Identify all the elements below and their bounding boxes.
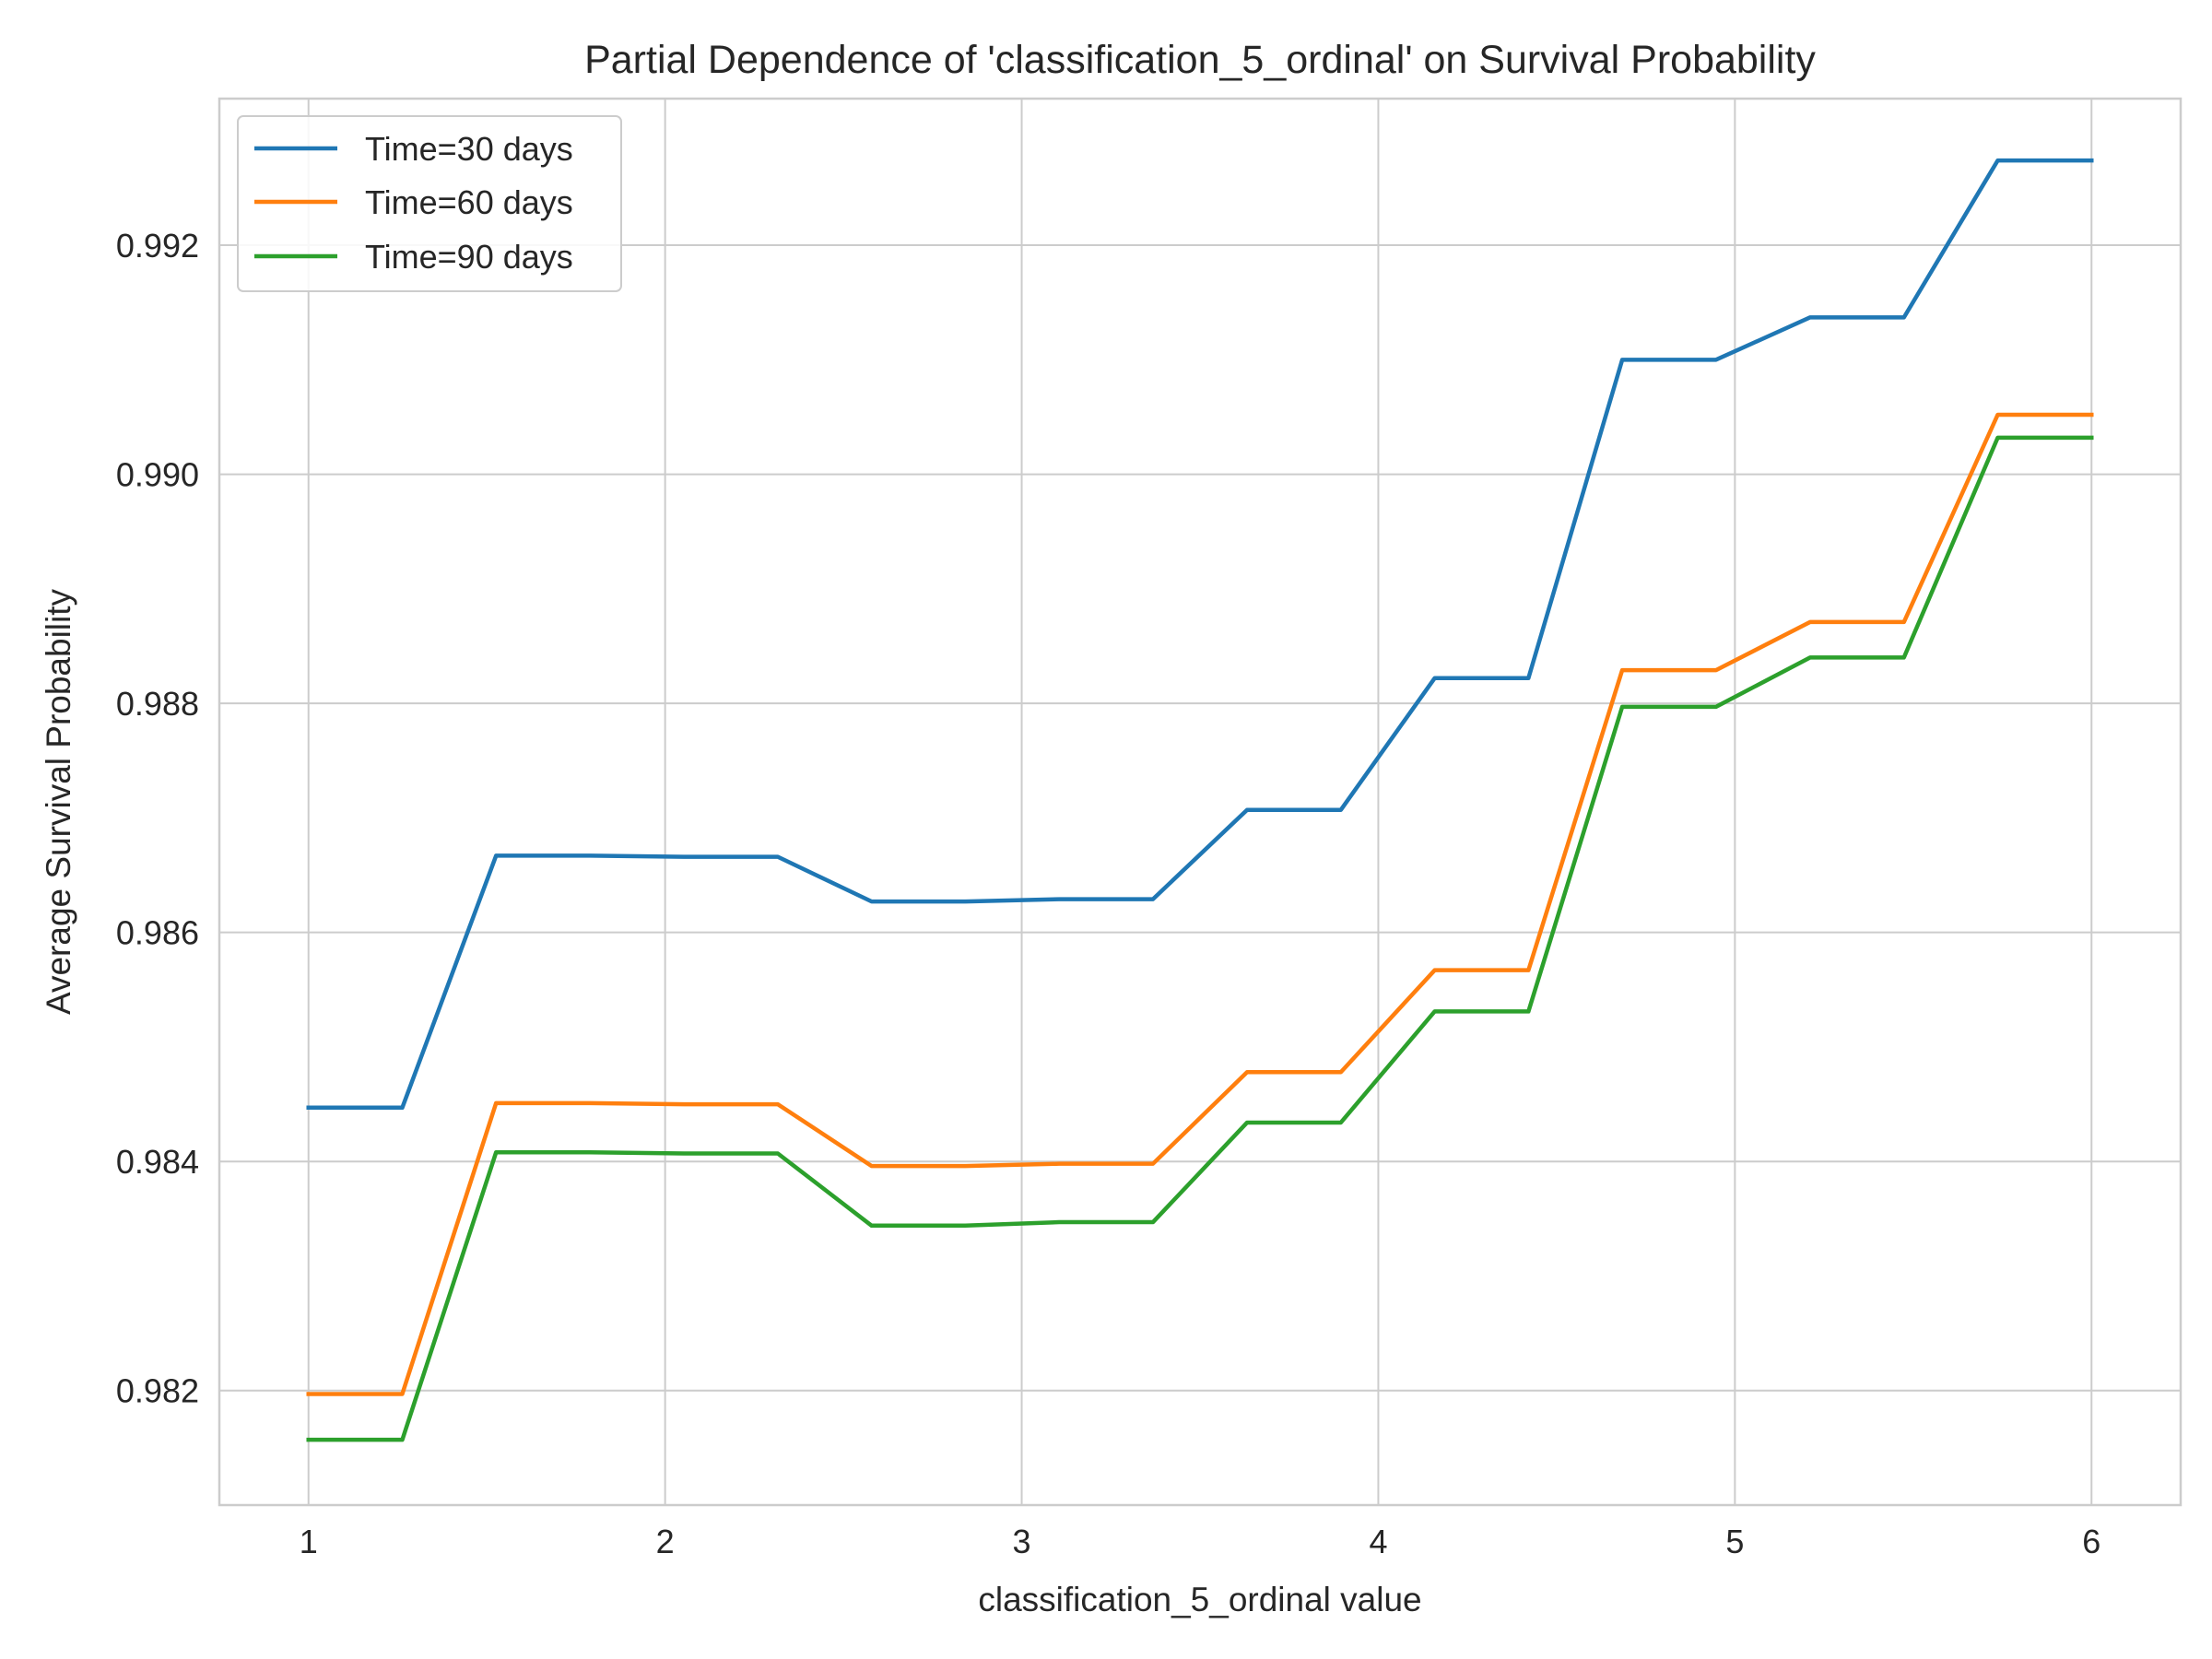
y-tick-label: 0.986 (116, 914, 199, 952)
y-tick-label: 0.988 (116, 685, 199, 723)
x-tick-label: 1 (300, 1523, 318, 1560)
x-tick-label: 2 (656, 1523, 675, 1560)
legend-label-90-days: Time=90 days (365, 238, 573, 276)
series-line-30-days (306, 158, 2094, 1111)
series-layer (306, 158, 2094, 1442)
plot-frame (218, 97, 2183, 1507)
legend-label-60-days: Time=60 days (365, 183, 573, 221)
y-tick-label: 0.990 (116, 456, 199, 494)
chart-title: Partial Dependence of 'classification_5_… (584, 38, 1816, 82)
y-tick-label: 0.984 (116, 1143, 199, 1181)
x-tick-label: 6 (2082, 1523, 2100, 1560)
series-line-60-days (306, 412, 2094, 1396)
y-tick-labels: 0.982 0.984 0.986 0.988 0.990 0.992 (116, 227, 199, 1410)
x-tick-label: 3 (1013, 1523, 1031, 1560)
x-axis-label: classification_5_ordinal value (978, 1581, 1421, 1618)
x-tick-labels: 1 2 3 4 5 6 (300, 1523, 2101, 1560)
legend-label-30-days: Time=30 days (365, 130, 573, 168)
grid-lines (219, 99, 2181, 1505)
y-axis-label: Average Survival Probability (40, 588, 77, 1015)
series-line-90-days (306, 435, 2094, 1442)
legend: Time=30 days Time=60 days Time=90 days (237, 115, 622, 292)
x-tick-label: 5 (1725, 1523, 1744, 1560)
x-tick-label: 4 (1369, 1523, 1387, 1560)
y-tick-label: 0.992 (116, 227, 199, 265)
legend-box (237, 115, 622, 292)
y-tick-label: 0.982 (116, 1372, 199, 1410)
